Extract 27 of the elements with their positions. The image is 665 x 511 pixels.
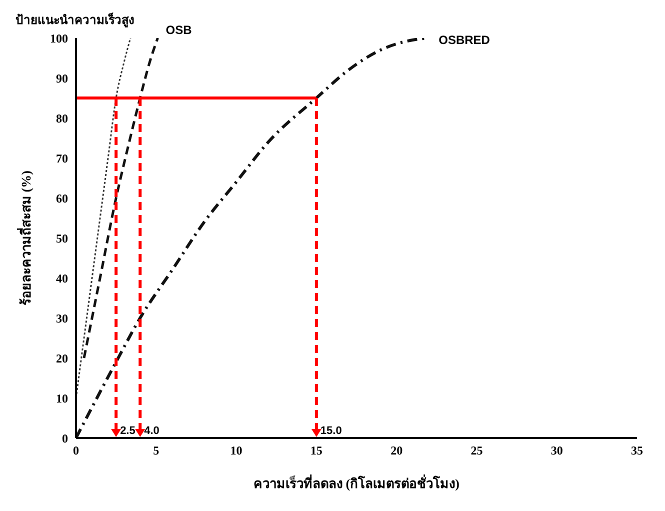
y-tick-label: 50 (56, 231, 68, 246)
x-tick-label: 30 (550, 444, 563, 458)
x-tick-label: 15 (310, 444, 322, 458)
y-tick-label: 0 (62, 431, 68, 446)
series-label: OSB (166, 23, 192, 37)
y-tick-label: 40 (56, 271, 68, 286)
y-tick-label: 90 (56, 71, 68, 86)
x-tick-label: 25 (470, 444, 483, 458)
x-tick-label: 35 (631, 444, 643, 458)
y-tick-label: 100 (50, 31, 68, 46)
y-tick-label: 80 (56, 111, 68, 126)
y-tick-label: 10 (56, 391, 68, 406)
x-tick-label: 5 (153, 444, 160, 458)
y-tick-label: 70 (56, 151, 68, 166)
x-tick-label: 20 (390, 444, 403, 458)
y-axis-title: ร้อยละความถี่สะสม (%) (16, 170, 34, 306)
x-tick-label: 0 (73, 444, 79, 458)
x-axis-title: ความเร็วที่ลดลง (กิโลเมตรต่อชั่วโมง) (254, 474, 460, 491)
y-tick-label: 30 (56, 311, 68, 326)
y-tick-label: 60 (56, 191, 68, 206)
x-tick-label: 10 (230, 444, 242, 458)
ref-line-label: 4.0 (144, 425, 160, 437)
series-label: ป้ายแนะนำความเร็วสูง (15, 12, 134, 28)
ref-line-label: 2.5 (120, 425, 136, 437)
series-label: OSBRED (438, 33, 490, 47)
y-tick-label: 20 (56, 351, 68, 366)
ref-line-label: 15.0 (320, 425, 342, 437)
